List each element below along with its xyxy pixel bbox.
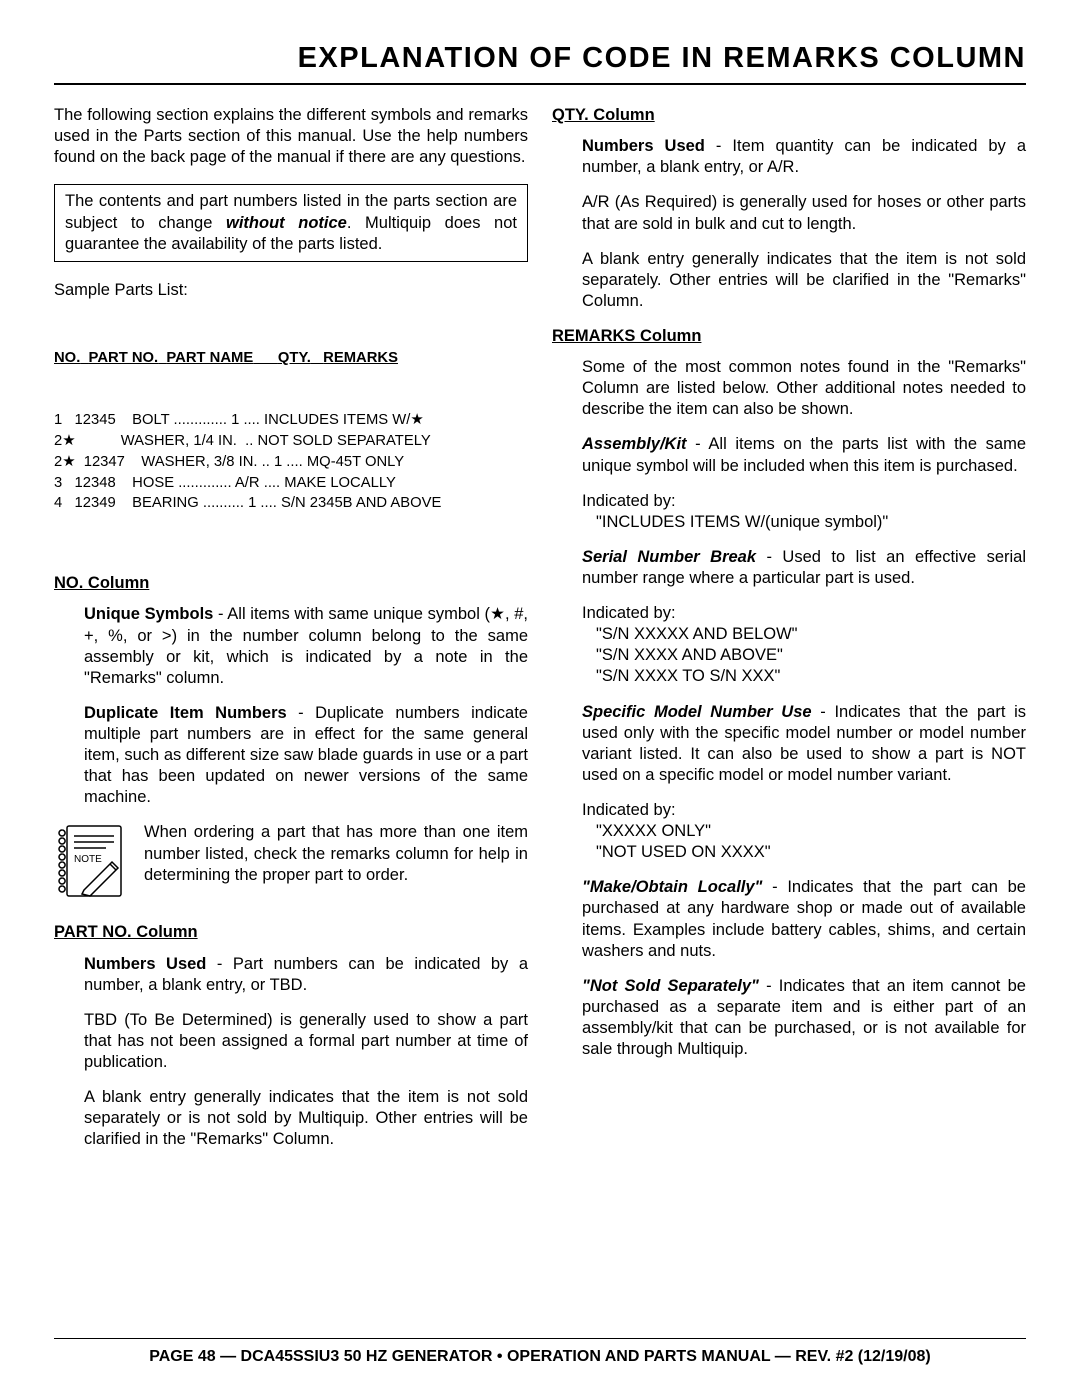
th-no: NO. <box>54 350 80 366</box>
notice-emphasis: without notice <box>226 214 347 232</box>
left-column: The following section explains the diffe… <box>54 105 528 1164</box>
note-text: When ordering a part that has more than … <box>144 822 528 885</box>
qty-column-heading: QTY. Column <box>552 105 1026 126</box>
note-icon: NOTE <box>54 822 126 900</box>
th-partname: PART NAME <box>166 350 253 366</box>
note-label: NOTE <box>74 854 102 865</box>
serial-quote-3: "S/N XXXX TO S/N XXX" <box>596 666 1026 687</box>
serial-quote-2: "S/N XXXX AND ABOVE" <box>596 645 1026 666</box>
remarks-intro: Some of the most common notes found in t… <box>582 357 1026 420</box>
sample-parts-label: Sample Parts List: <box>54 280 528 301</box>
not-sold-lead: "Not Sold Separately" <box>582 977 759 995</box>
serial-quote-1: "S/N XXXXX AND BELOW" <box>596 624 1026 645</box>
indicated-label-2: Indicated by: <box>582 603 1026 624</box>
partno-numbers-para: Numbers Used - Part numbers can be indic… <box>84 954 528 996</box>
qty-nums-lead: Numbers Used <box>582 137 705 155</box>
assembly-kit-lead: Assembly/Kit <box>582 435 687 453</box>
right-column: QTY. Column Numbers Used - Item quantity… <box>552 105 1026 1164</box>
partno-tbd-para: TBD (To Be Determined) is generally used… <box>84 1010 528 1073</box>
note-callout: NOTE When ordering a part that has more … <box>54 822 528 900</box>
no-column-heading: NO. Column <box>54 573 528 594</box>
parts-row: 2★ WASHER, 1/4 IN. .. NOT SOLD SEPARATEL… <box>54 431 528 452</box>
unique-symbols-para: Unique Symbols - All items with same uni… <box>84 604 528 688</box>
th-partno: PART NO. <box>89 350 159 366</box>
remarks-column-heading: REMARKS Column <box>552 326 1026 347</box>
duplicate-lead: Duplicate Item Numbers <box>84 704 287 722</box>
page-title: EXPLANATION OF CODE IN REMARKS COLUMN <box>54 40 1026 85</box>
indicated-label: Indicated by: <box>582 491 1026 512</box>
serial-break-para: Serial Number Break - Used to list an ef… <box>582 547 1026 589</box>
serial-break-lead: Serial Number Break <box>582 548 756 566</box>
qty-blank-para: A blank entry generally indicates that t… <box>582 249 1026 312</box>
page-footer: PAGE 48 — DCA45SSIU3 50 HZ GENERATOR • O… <box>54 1338 1026 1367</box>
indicated-label-3: Indicated by: <box>582 800 1026 821</box>
not-sold-para: "Not Sold Separately" - Indicates that a… <box>582 976 1026 1060</box>
assembly-indicated: Indicated by: "INCLUDES ITEMS W/(unique … <box>582 491 1026 533</box>
partno-nums-lead: Numbers Used <box>84 955 206 973</box>
th-remarks: REMARKS <box>323 350 398 366</box>
model-quote-2: "NOT USED ON XXXX" <box>596 842 1026 863</box>
assembly-kit-para: Assembly/Kit - All items on the parts li… <box>582 434 1026 476</box>
parts-row: 4 12349 BEARING .......... 1 .... S/N 23… <box>54 493 528 514</box>
two-column-layout: The following section explains the diffe… <box>54 105 1026 1164</box>
qty-numbers-para: Numbers Used - Item quantity can be indi… <box>582 136 1026 178</box>
parts-table-header: NO. PART NO. PART NAME QTY. REMARKS <box>54 348 528 369</box>
partno-column-heading: PART NO. Column <box>54 922 528 943</box>
make-locally-para: "Make/Obtain Locally" - Indicates that t… <box>582 877 1026 961</box>
model-indicated: Indicated by: "XXXXX ONLY" "NOT USED ON … <box>582 800 1026 863</box>
assembly-quote: "INCLUDES ITEMS W/(unique symbol)" <box>596 512 1026 533</box>
partno-blank-para: A blank entry generally indicates that t… <box>84 1087 528 1150</box>
parts-row: 2★ 12347 WASHER, 3/8 IN. .. 1 .... MQ-45… <box>54 452 528 473</box>
unique-symbols-lead: Unique Symbols <box>84 605 213 623</box>
serial-indicated: Indicated by: "S/N XXXXX AND BELOW" "S/N… <box>582 603 1026 687</box>
th-qty: QTY. <box>278 350 311 366</box>
sample-parts-table: NO. PART NO. PART NAME QTY. REMARKS 1 12… <box>54 307 528 555</box>
notice-box: The contents and part numbers listed in … <box>54 184 528 261</box>
qty-ar-para: A/R (As Required) is generally used for … <box>582 192 1026 234</box>
duplicate-numbers-para: Duplicate Item Numbers - Duplicate numbe… <box>84 703 528 809</box>
parts-row: 3 12348 HOSE ............. A/R .... MAKE… <box>54 473 528 494</box>
intro-paragraph: The following section explains the diffe… <box>54 105 528 168</box>
model-quote-1: "XXXXX ONLY" <box>596 821 1026 842</box>
model-use-lead: Specific Model Number Use <box>582 703 812 721</box>
parts-row: 1 12345 BOLT ............. 1 .... INCLUD… <box>54 410 528 431</box>
make-locally-lead: "Make/Obtain Locally" <box>582 878 762 896</box>
model-use-para: Specific Model Number Use - Indicates th… <box>582 702 1026 786</box>
